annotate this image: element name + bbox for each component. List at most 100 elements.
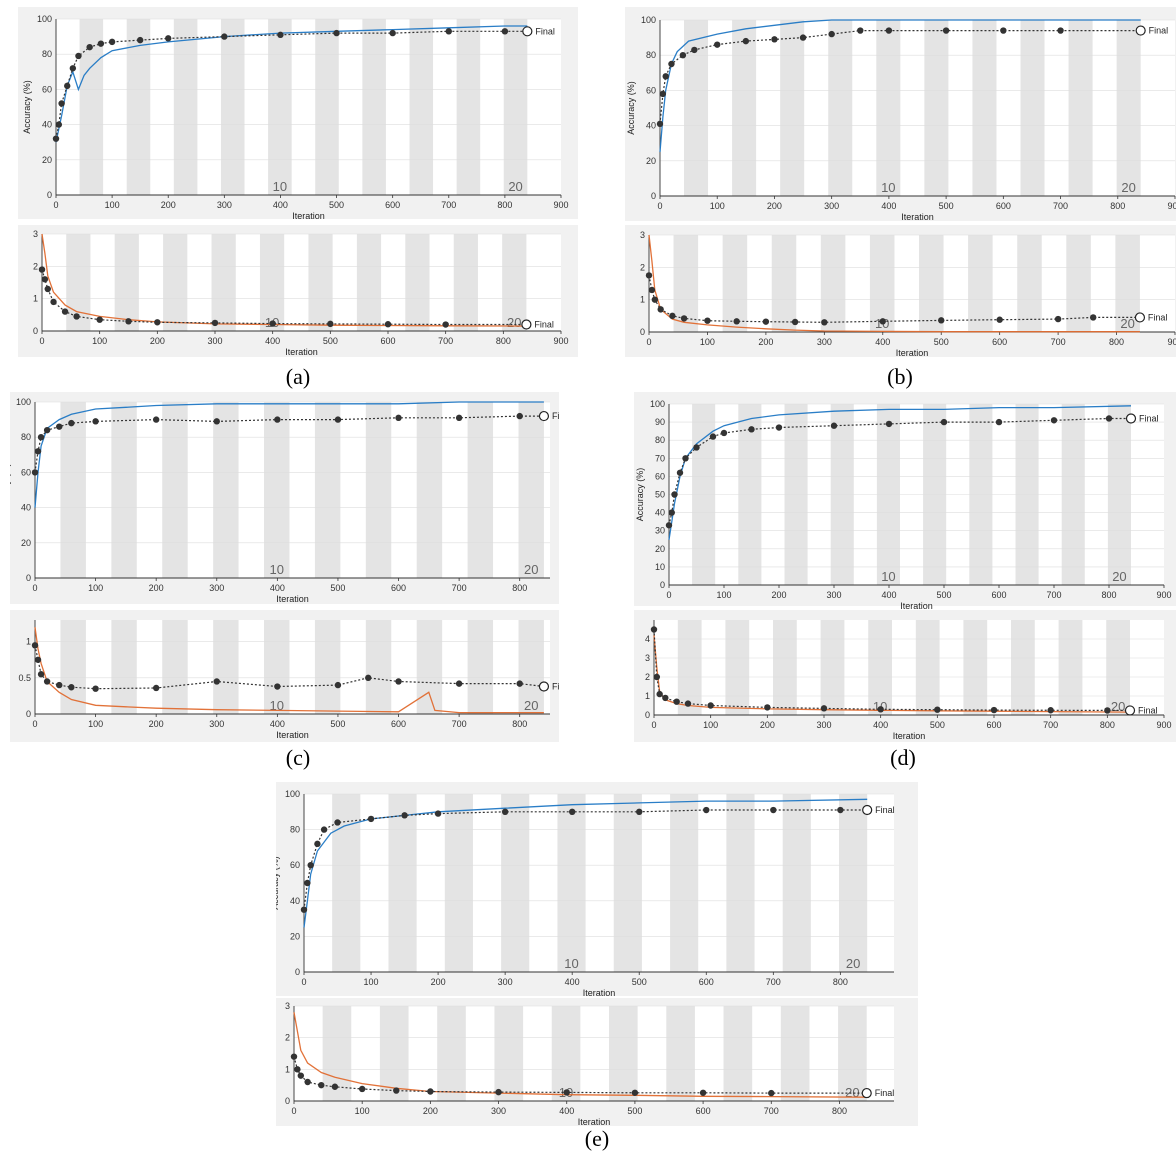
accuracy-a-y-axis-label: Accuracy (%) — [22, 80, 32, 134]
accuracy-a-validation-point — [501, 28, 509, 35]
accuracy-c-y-tick-label: 60 — [21, 467, 31, 477]
accuracy-d-x-tick-label: 800 — [1101, 590, 1116, 600]
loss-c-y-axis-label: Loss — [10, 657, 11, 677]
accuracy-b-x-tick-label: 0 — [657, 201, 662, 211]
loss-d-x-tick-label: 500 — [930, 720, 945, 730]
loss-a-y-tick-label: 1 — [33, 294, 38, 304]
accuracy-d-y-axis-label: Accuracy (%) — [635, 468, 645, 522]
loss-a-x-tick-label: 900 — [553, 336, 568, 346]
loss-e-validation-point — [318, 1081, 325, 1089]
accuracy-c-x-tick-label: 300 — [209, 583, 224, 593]
accuracy-d-y-tick-label: 40 — [655, 508, 665, 518]
loss-e-x-tick-label: 200 — [423, 1106, 438, 1116]
accuracy-a-x-tick-label: 200 — [161, 200, 176, 210]
loss-e-epoch-band — [723, 1006, 753, 1101]
loss-d-x-tick-label: 800 — [1100, 720, 1115, 730]
loss-a-validation-point — [442, 321, 449, 328]
loss-b-x-tick-label: 500 — [934, 337, 949, 347]
accuracy-a-validation-point — [445, 28, 452, 35]
loss-c-x-tick-label: 800 — [512, 719, 527, 729]
loss-c-epoch-band — [467, 620, 494, 714]
loss-b-x-tick-label: 800 — [1109, 337, 1124, 347]
accuracy-b-validation-point — [1057, 27, 1064, 34]
accuracy-d-y-tick-label: 60 — [655, 471, 665, 481]
accuracy-a-validation-point — [69, 65, 77, 72]
loss-a-validation-point — [44, 285, 51, 293]
loss-a-epoch-band — [356, 234, 382, 331]
loss-a-epoch-marker: 20 — [507, 315, 521, 330]
accuracy-e-validation-point — [401, 812, 408, 819]
loss-e-y-tick-label: 3 — [285, 1001, 290, 1011]
caption-e: (e) — [584, 1126, 610, 1151]
loss-b-epoch-band — [1017, 235, 1042, 332]
loss-d-validation-point — [764, 704, 771, 711]
loss-b-epoch-band — [968, 235, 993, 332]
loss-a-x-tick-label: 700 — [438, 336, 453, 346]
loss-e-validation-point — [631, 1089, 639, 1096]
loss-d-epoch-band — [677, 620, 702, 715]
accuracy-b-final-label: Final — [1149, 26, 1169, 36]
accuracy-e-validation-point — [304, 879, 311, 887]
accuracy-d-x-tick-label: 400 — [881, 590, 896, 600]
loss-c-validation-point — [516, 680, 523, 687]
accuracy-b-validation-point — [771, 36, 778, 43]
loss-c-training-line — [34, 627, 544, 714]
accuracy-d-y-tick-label: 80 — [655, 435, 665, 445]
loss-e-x-tick-label: 100 — [355, 1106, 370, 1116]
accuracy-a-x-tick-label: 600 — [385, 200, 400, 210]
accuracy-e-x-tick-label: 400 — [565, 977, 580, 987]
accuracy-e-x-tick-label: 800 — [833, 977, 848, 987]
accuracy-a-validation-point — [64, 82, 71, 90]
accuracy-d-validation-point — [709, 433, 717, 440]
loss-b-validation-point — [996, 316, 1003, 323]
accuracy-c-x-tick-label: 100 — [88, 583, 103, 593]
accuracy-a-y-tick-label: 60 — [42, 84, 52, 94]
loss-c-validation-point — [34, 656, 42, 663]
accuracy-e-final-label: Final — [875, 805, 895, 815]
accuracy-b-validation-point — [714, 41, 721, 48]
accuracy-b-validation-point — [799, 34, 807, 41]
accuracy-b-x-tick-label: 400 — [881, 201, 896, 211]
loss-a-validation-point — [154, 319, 161, 326]
loss-b-epoch-band — [869, 235, 895, 332]
loss-a-validation-point — [61, 308, 69, 315]
loss-a-x-tick-label: 0 — [39, 336, 44, 346]
loss-b-y-tick-label: 3 — [640, 230, 645, 240]
loss-c-validation-point — [152, 684, 160, 692]
loss-a-x-tick-label: 200 — [150, 336, 165, 346]
loss-a-epoch-band — [211, 234, 236, 331]
loss-b-y-tick-label: 0 — [640, 327, 645, 337]
accuracy-a-validation-point — [108, 38, 116, 46]
accuracy-d-x-tick-label: 700 — [1046, 590, 1061, 600]
accuracy-a-training-line — [55, 25, 528, 143]
loss-e-x-axis-label: Iteration — [578, 1117, 611, 1126]
accuracy-e-validation-point — [837, 806, 844, 814]
loss-e-x-tick-label: 600 — [696, 1106, 711, 1116]
accuracy-b-y-tick-label: 100 — [641, 15, 656, 25]
loss-c-validation-point — [455, 680, 463, 687]
loss-a-validation-point — [41, 276, 49, 283]
accuracy-b-x-tick-label: 100 — [710, 201, 725, 211]
accuracy-b-x-axis-label: Iteration — [901, 212, 934, 222]
loss-b-validation-point — [645, 272, 653, 279]
loss-a-validation-point — [96, 316, 103, 323]
accuracy-d-y-tick-label: 90 — [655, 417, 665, 427]
loss-d-epoch-band — [1106, 620, 1130, 715]
loss-d-x-tick-label: 700 — [1043, 720, 1058, 730]
accuracy-b-y-tick-label: 80 — [646, 50, 656, 60]
accuracy-c-validation-point — [152, 416, 160, 423]
accuracy-b-epoch-band — [972, 20, 997, 196]
loss-a-x-axis-label: Iteration — [285, 347, 318, 357]
accuracy-e-y-tick-label: 40 — [290, 896, 300, 906]
accuracy-e-epoch-band — [557, 794, 586, 972]
accuracy-e-epoch-band — [501, 794, 530, 972]
accuracy-b-x-tick-label: 600 — [996, 201, 1011, 211]
accuracy-a-validation-point — [136, 36, 144, 44]
accuracy-c-validation-point — [213, 418, 220, 425]
loss-a-final-label: Final — [534, 320, 554, 330]
chart-panel-a: 0 20 40 60 80 100 0 100 200 300 400 500 600 700 800 900… — [18, 7, 578, 357]
loss-c-epoch-band — [60, 620, 86, 714]
loss-e-x-tick-label: 800 — [832, 1106, 847, 1116]
